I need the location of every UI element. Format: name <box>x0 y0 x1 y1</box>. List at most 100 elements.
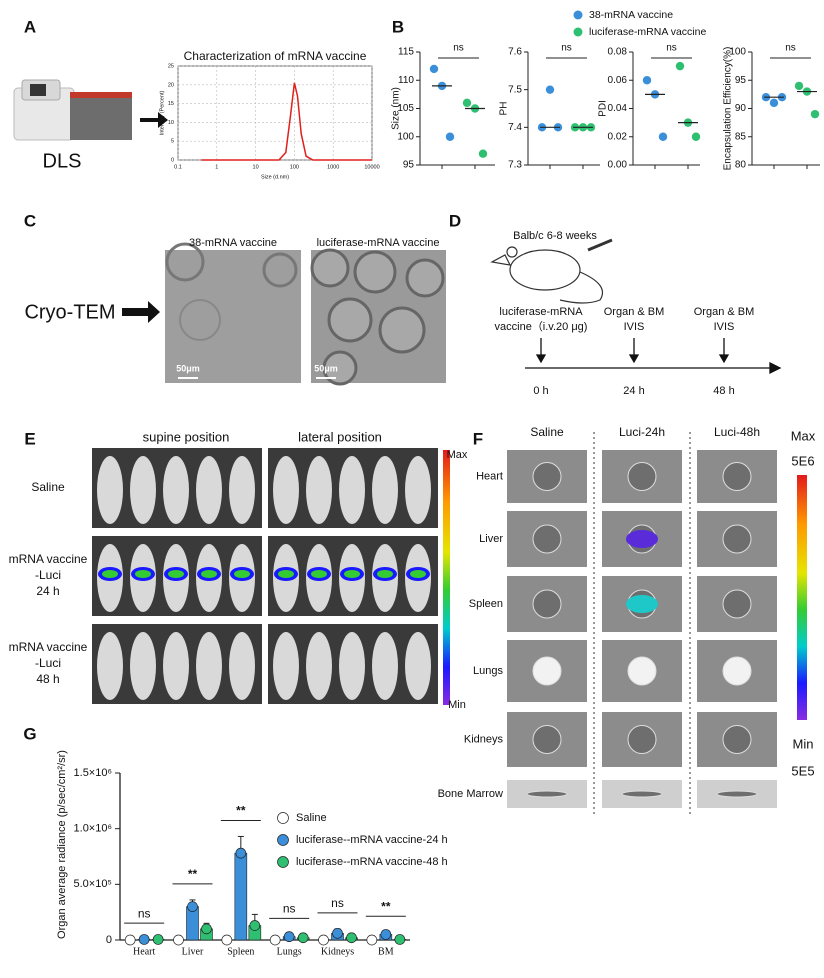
event-label: Organ & BM <box>694 306 755 318</box>
point <box>478 149 488 158</box>
mouse <box>229 632 255 700</box>
point <box>249 920 261 931</box>
row-label: Bone Marrow <box>438 788 503 800</box>
column-title: Luci-24h <box>619 425 665 439</box>
scale-label: Max <box>791 428 816 443</box>
row-label: Heart <box>476 470 503 482</box>
time-label: 48 h <box>713 385 734 397</box>
mouse <box>306 632 332 700</box>
panel-label: E <box>24 429 35 448</box>
row-label: Liver <box>479 533 503 545</box>
y-tick-label: 110 <box>398 75 414 86</box>
legend-marker <box>573 27 583 37</box>
point <box>152 934 164 945</box>
point <box>173 934 184 946</box>
cryo-images <box>165 242 446 386</box>
x-tick-label: Liver <box>182 946 204 957</box>
scale-label: Max <box>447 449 468 461</box>
point <box>675 61 685 71</box>
row-label: mRNA vaccine <box>9 640 88 654</box>
scale-label: Min <box>793 736 814 751</box>
y-tick-label: 1.5×10⁶ <box>74 767 112 779</box>
y-tick-label: 0.00 <box>608 160 628 171</box>
point <box>810 109 820 119</box>
signal <box>410 570 426 578</box>
organ <box>722 462 752 491</box>
significance: ** <box>188 867 198 881</box>
scale-label: 50μm <box>176 363 200 373</box>
point <box>429 64 439 74</box>
significance: ns <box>666 43 677 54</box>
point <box>380 929 392 940</box>
x-tick-label: BM <box>378 946 394 957</box>
row-label: 24 h <box>36 584 59 598</box>
event-label: luciferase-mRNA <box>499 306 583 318</box>
mouse <box>163 456 189 524</box>
y-tick-label: 10 <box>168 120 174 126</box>
signal <box>278 570 294 578</box>
image-title: luciferase-mRNA vaccine <box>317 237 440 249</box>
mouse <box>229 456 255 524</box>
y-tick-label: 0.04 <box>608 103 628 114</box>
column-title: Luci-48h <box>714 425 760 439</box>
legend-marker <box>277 812 289 824</box>
point <box>794 81 804 91</box>
column-title: lateral position <box>298 429 382 444</box>
plot-frame <box>177 65 373 161</box>
organ <box>532 725 562 754</box>
panel-label: B <box>392 17 404 36</box>
point <box>221 934 233 946</box>
significance: ns <box>561 43 572 54</box>
organ <box>716 790 758 798</box>
y-axis-label: Size (nm) <box>391 87 402 130</box>
organ <box>532 524 562 554</box>
legend-marker <box>277 856 289 868</box>
bar <box>234 852 248 941</box>
mouse <box>196 632 222 700</box>
mouse <box>339 456 365 524</box>
row-label: Kidneys <box>464 733 504 745</box>
column-title: Saline <box>530 425 564 439</box>
legend-marker <box>573 10 583 20</box>
signal <box>626 530 658 548</box>
mouse <box>405 632 431 700</box>
image-title: 38-mRNA vaccine <box>189 237 277 249</box>
colorbar <box>797 475 807 720</box>
arrow <box>122 301 160 323</box>
time-label: 0 h <box>533 385 548 397</box>
y-tick-label: 0.02 <box>608 131 628 142</box>
timeline <box>525 338 782 375</box>
event-label: IVIS <box>714 321 735 333</box>
point <box>769 98 779 108</box>
column-title: supine position <box>143 429 230 444</box>
x-tick-label: 1000 <box>327 164 339 170</box>
point <box>124 934 136 946</box>
scale-label: 5E6 <box>791 453 814 468</box>
y-tick-label: 85 <box>735 131 747 142</box>
organ <box>526 790 568 798</box>
mouse <box>372 456 398 524</box>
significance: ** <box>381 899 391 913</box>
panel-label: A <box>24 17 36 36</box>
row-label: 48 h <box>36 672 59 686</box>
point <box>187 901 198 912</box>
legend-label: Saline <box>296 812 327 824</box>
signal <box>234 570 250 578</box>
y-tick-label: 90 <box>735 103 747 114</box>
mouse <box>196 456 222 524</box>
colorbar <box>443 450 450 705</box>
signal <box>168 570 184 578</box>
dls-instrument <box>13 79 132 141</box>
y-tick-label: 95 <box>735 75 747 86</box>
point <box>658 132 668 141</box>
x-tick-label: Heart <box>133 946 155 957</box>
event-label: IVIS <box>624 321 645 333</box>
significance: ** <box>236 804 246 818</box>
legend-label: luciferase-mRNA vaccine <box>589 26 706 38</box>
organ <box>627 656 657 686</box>
y-tick-label: 7.6 <box>508 47 522 58</box>
method-label: Cryo-TEM <box>24 301 115 323</box>
mouse <box>130 456 156 524</box>
signal <box>102 570 118 578</box>
x-tick-label: Lungs <box>277 946 302 957</box>
